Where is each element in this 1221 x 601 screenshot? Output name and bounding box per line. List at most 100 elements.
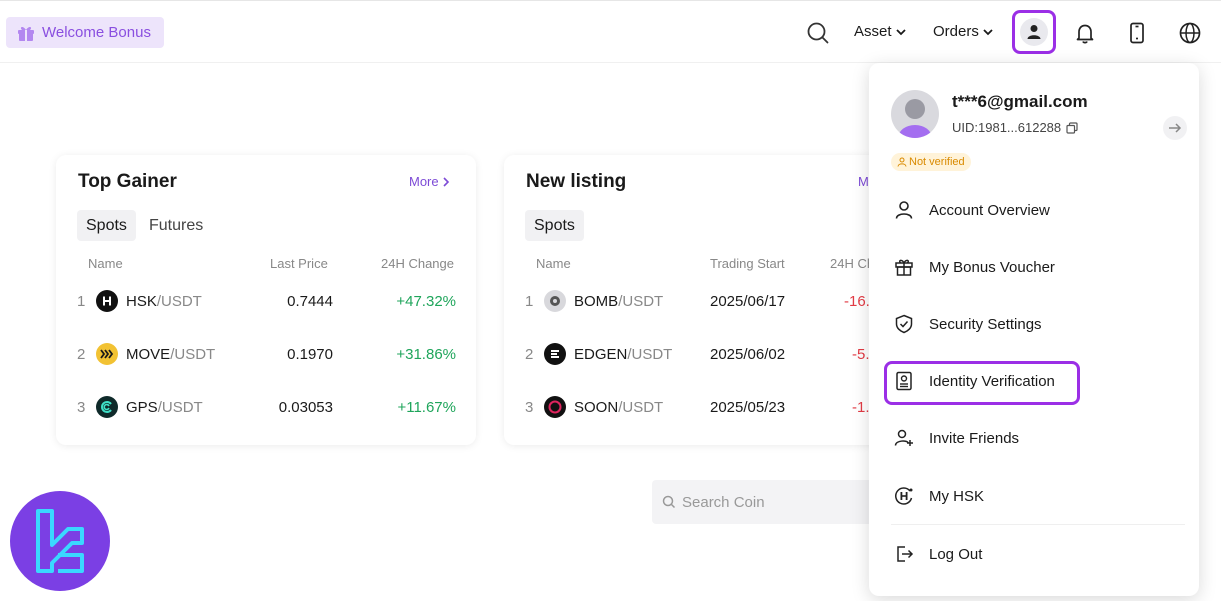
table-row[interactable]: 3 SOON/USDT 2025/05/23 -1.	[504, 392, 884, 422]
row-index: 1	[525, 292, 534, 310]
id-card-icon	[893, 370, 915, 392]
account-uid: UID:1981...612288	[952, 120, 1078, 135]
table-row[interactable]: 1 HSK/USDT 0.7444 +47.32%	[56, 286, 476, 316]
menu-item-label: Log Out	[929, 545, 983, 563]
card-title: Top Gainer	[78, 171, 177, 192]
trading-pair: EDGEN/USDT	[574, 346, 672, 363]
menu-item-label: My HSK	[929, 487, 985, 505]
hsk-coin-icon	[893, 485, 915, 507]
menu-item-account-overview[interactable]: Account Overview	[893, 195, 1050, 225]
column-header-24h-change: 24H Change	[381, 256, 454, 271]
change-percent: +11.67%	[397, 398, 456, 416]
identity-verification-highlight	[884, 361, 1080, 405]
trading-start-date: 2025/05/23	[710, 398, 786, 416]
asset-menu[interactable]: Asset	[854, 23, 907, 40]
base-symbol: EDGEN	[574, 345, 628, 363]
change-percent: -1.	[852, 398, 870, 416]
row-index: 1	[77, 292, 86, 310]
trading-pair: MOVE/USDT	[126, 346, 215, 363]
table-row[interactable]: 1 BOMB/USDT 2025/06/17 -16.	[504, 286, 884, 316]
menu-item-security-settings[interactable]: Security Settings	[893, 309, 1042, 339]
account-dropdown-menu: t***6@gmail.com UID:1981...612288 Not ve…	[869, 63, 1199, 596]
table-row[interactable]: 3 GPS/USDT 0.03053 +11.67%	[56, 392, 476, 422]
more-link-label: More	[409, 174, 439, 189]
change-percent: -16.	[844, 292, 870, 310]
bell-icon[interactable]	[1073, 21, 1097, 45]
search-icon	[662, 495, 676, 509]
account-email: t***6@gmail.com	[952, 92, 1088, 111]
change-percent: +31.86%	[396, 345, 456, 363]
mobile-icon[interactable]	[1125, 21, 1149, 45]
trading-pair: SOON/USDT	[574, 399, 663, 416]
tab-spots[interactable]: Spots	[77, 210, 136, 241]
orders-menu[interactable]: Orders	[933, 23, 994, 40]
gift-icon	[16, 23, 36, 43]
menu-item-label: Identity Verification	[929, 372, 1055, 390]
hsk-coin-icon	[96, 290, 118, 312]
move-coin-icon	[96, 343, 118, 365]
orders-menu-label: Orders	[933, 23, 979, 40]
tab-futures[interactable]: Futures	[149, 216, 204, 234]
search-icon[interactable]	[806, 21, 830, 45]
edgen-coin-icon	[544, 343, 566, 365]
quote-symbol: /USDT	[618, 292, 664, 310]
search-coin-input[interactable]	[682, 493, 862, 511]
table-row[interactable]: 2 MOVE/USDT 0.1970 +31.86%	[56, 339, 476, 369]
welcome-bonus-label: Welcome Bonus	[42, 24, 151, 41]
row-index: 2	[77, 345, 86, 363]
menu-item-invite-friends[interactable]: Invite Friends	[893, 423, 1019, 453]
user-icon	[1020, 18, 1048, 46]
column-header-name: Name	[536, 256, 571, 271]
base-symbol: HSK	[126, 292, 157, 310]
copy-icon[interactable]	[1066, 121, 1078, 134]
column-header-24h-change: 24H Ch	[830, 256, 875, 271]
trading-start-date: 2025/06/17	[710, 292, 786, 310]
base-symbol: GPS	[126, 398, 158, 416]
account-avatar-button[interactable]	[1012, 10, 1056, 54]
menu-item-log-out[interactable]: Log Out	[893, 539, 982, 569]
arrow-right-icon	[1169, 123, 1182, 133]
column-header-name: Name	[88, 256, 123, 271]
trading-pair: BOMB/USDT	[574, 293, 663, 310]
more-link-label: M	[858, 174, 869, 189]
avatar	[891, 90, 939, 138]
more-link[interactable]: M	[858, 174, 869, 189]
verification-status-badge: Not verified	[891, 153, 971, 171]
menu-item-label: Invite Friends	[929, 429, 1020, 447]
gift-icon	[893, 256, 915, 278]
menu-item-identity-verification[interactable]: Identity Verification	[893, 366, 1055, 396]
new-listing-card: New listing M Spots Name Trading Start 2…	[504, 155, 884, 445]
quote-symbol: /USDT	[627, 345, 673, 363]
globe-icon[interactable]	[1178, 21, 1202, 45]
menu-item-label: My Bonus Voucher	[929, 258, 1055, 276]
card-title: New listing	[526, 171, 627, 192]
brand-logo	[10, 491, 110, 591]
account-arrow-button[interactable]	[1163, 116, 1187, 140]
tab-spots[interactable]: Spots	[525, 210, 584, 241]
quote-symbol: /USDT	[157, 398, 203, 416]
add-user-icon	[893, 427, 915, 449]
chevron-down-icon	[895, 26, 907, 38]
menu-item-my-hsk[interactable]: My HSK	[893, 481, 984, 511]
base-symbol: MOVE	[126, 345, 171, 363]
base-symbol: SOON	[574, 398, 619, 416]
row-index: 2	[525, 345, 534, 363]
trading-pair: HSK/USDT	[126, 293, 202, 310]
row-index: 3	[525, 398, 534, 416]
asset-menu-label: Asset	[854, 23, 892, 40]
soon-coin-icon	[544, 396, 566, 418]
more-link[interactable]: More	[409, 174, 451, 189]
status-badge-label: Not verified	[909, 156, 965, 168]
chevron-right-icon	[442, 176, 451, 187]
uid-text: UID:1981...612288	[952, 120, 1062, 135]
column-header-last-price: Last Price	[270, 256, 328, 271]
base-symbol: BOMB	[574, 292, 619, 310]
menu-item-bonus-voucher[interactable]: My Bonus Voucher	[893, 252, 1055, 282]
menu-divider	[891, 524, 1185, 525]
table-row[interactable]: 2 EDGEN/USDT 2025/06/02 -5.	[504, 339, 884, 369]
menu-item-label: Security Settings	[929, 315, 1042, 333]
last-price: 0.1970	[287, 345, 333, 363]
top-gainer-card: Top Gainer More Spots Futures Name Last …	[56, 155, 476, 445]
change-percent: +47.32%	[396, 292, 456, 310]
welcome-bonus-button[interactable]: Welcome Bonus	[6, 17, 164, 48]
